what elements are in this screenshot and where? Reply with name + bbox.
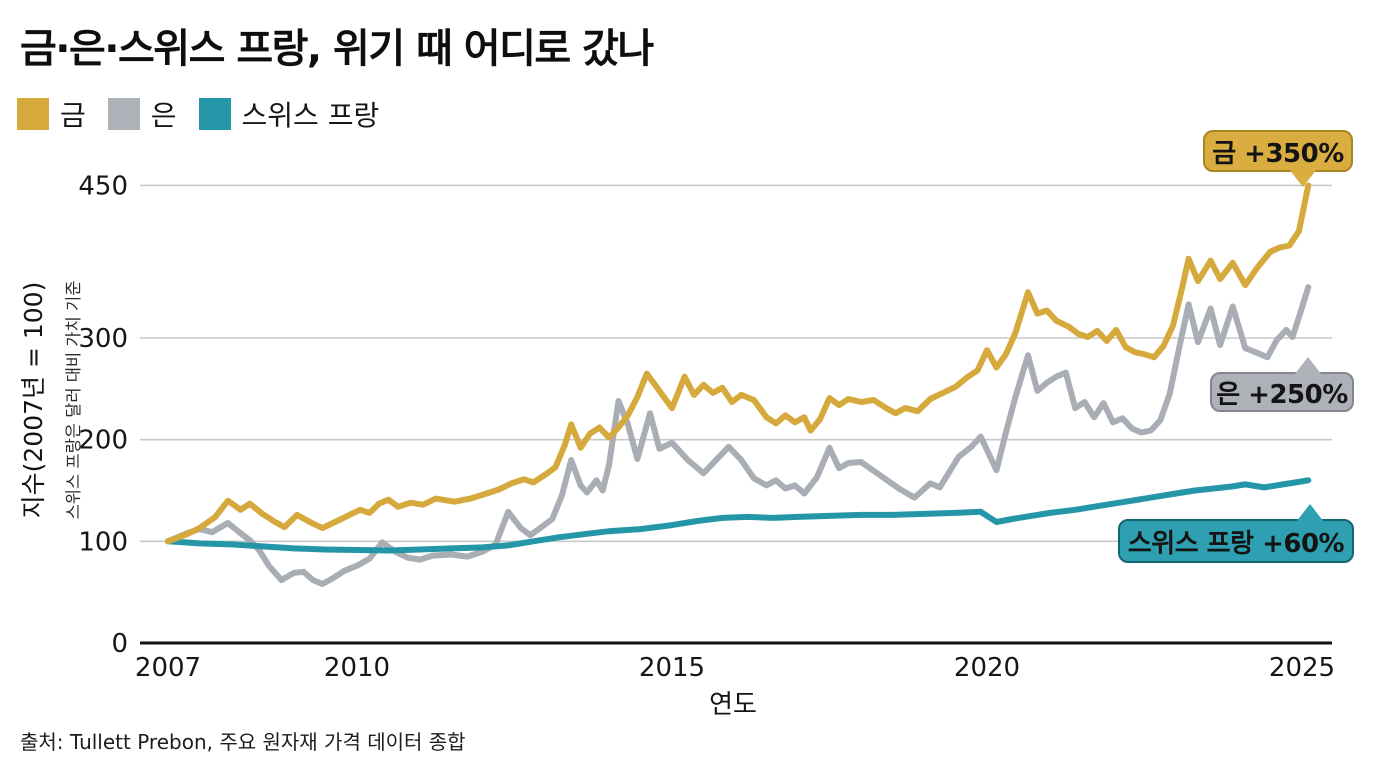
legend-item-franc: 스위스 프랑: [198, 94, 380, 134]
legend-label-silver: 은: [150, 99, 177, 132]
legend-item-silver: 은: [107, 94, 177, 134]
silver-swatch-icon: [107, 98, 140, 130]
silver-callout-badge: 은 +250%: [1210, 357, 1354, 412]
x-tick-label-2010: 2010: [324, 653, 390, 683]
y-tick-label-300: 300: [78, 324, 128, 354]
x-tick-label-2020: 2020: [954, 653, 1020, 683]
y-tick-label-0: 0: [111, 629, 128, 659]
x-tick-label-2007: 2007: [135, 653, 201, 683]
gold-callout-text: 금 +350%: [1212, 138, 1344, 169]
gold-swatch-icon: [17, 98, 49, 130]
gold-callout-pointer-icon: [1289, 169, 1317, 187]
franc-callout-pointer-icon: [1296, 504, 1324, 522]
x-axis-title: 연도: [709, 690, 757, 720]
legend: 금 은 스위스 프랑: [17, 94, 379, 134]
legend-label-gold: 금: [60, 99, 86, 132]
silver-callout-pointer-icon: [1294, 357, 1322, 375]
source-note: 출처: Tullett Prebon, 주요 원자재 가격 데이터 종합: [20, 730, 466, 754]
y-tick-label-450: 450: [78, 171, 128, 201]
franc-swatch-icon: [198, 98, 231, 130]
legend-label-franc: 스위스 프랑: [241, 99, 380, 132]
franc-callout-badge: 스위스 프랑 +60%: [1118, 504, 1354, 563]
y-axis-subtitle: 스위스 프랑은 달러 대비 가치 기준: [64, 280, 83, 520]
series-line-2: [165, 182, 1312, 545]
legend-item-gold: 금: [17, 94, 86, 134]
silver-callout-text: 은 +250%: [1216, 379, 1348, 410]
y-axis-title: 지수(2007년 = 100): [19, 281, 48, 519]
franc-callout-text: 스위스 프랑 +60%: [1127, 528, 1345, 559]
gold-callout-badge: 금 +350%: [1203, 130, 1353, 187]
page-title: 금·은·스위스 프랑, 위기 때 어디로 갔나: [20, 26, 654, 72]
series-line-1: [165, 477, 1312, 554]
y-tick-label-200: 200: [78, 426, 128, 456]
x-tick-label-2015: 2015: [639, 653, 705, 683]
x-tick-label-2025: 2025: [1269, 653, 1335, 683]
y-tick-label-100: 100: [78, 527, 128, 557]
series-line-0: [165, 284, 1312, 587]
